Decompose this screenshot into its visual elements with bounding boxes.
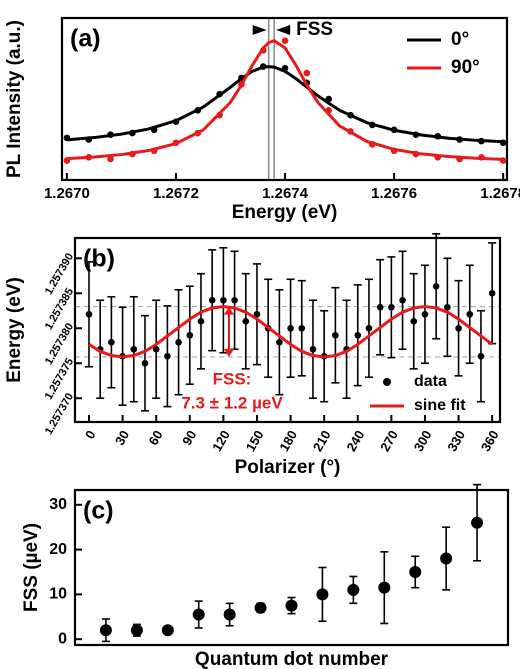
data-point (254, 601, 267, 614)
data-point (409, 565, 422, 578)
data-point (130, 624, 143, 637)
data-point (85, 310, 93, 318)
annotation: FSS (296, 19, 333, 40)
x-tick-label: 1.2678 (480, 185, 520, 202)
fss-arrow-head (223, 306, 234, 315)
x-axis-label: Quantum dot number (195, 649, 389, 669)
data-point (130, 345, 138, 353)
data-point (354, 331, 362, 339)
data-point (455, 324, 462, 332)
x-axis-label: Energy (eV) (232, 202, 338, 223)
data-point (410, 317, 418, 325)
x-tick-label: 30 (112, 428, 132, 448)
data-point (287, 324, 294, 332)
x-tick-label: 1.2674 (262, 185, 309, 202)
data-point (281, 37, 289, 44)
y-tick-label: 0 (58, 630, 67, 647)
fit-line (88, 305, 494, 359)
data-point (432, 282, 440, 290)
data-point (365, 324, 373, 332)
y-tick-label: 20 (49, 541, 67, 558)
data-point (488, 289, 496, 297)
y-axis-label: Energy (eV) (4, 277, 25, 383)
legend-label: data (414, 373, 447, 390)
x-tick-label: 1.2676 (371, 185, 417, 202)
x-tick-label: 300 (411, 428, 435, 454)
x-tick-label: 360 (478, 428, 502, 454)
plot-frame (73, 488, 510, 647)
annotation: 7.3 ± 1.2 µeV (181, 393, 283, 412)
data-point (192, 608, 205, 621)
x-tick-label: 60 (146, 428, 166, 448)
data-point (175, 338, 182, 346)
data-point (471, 516, 484, 529)
legend-label: 90° (451, 57, 480, 78)
data-point (208, 296, 216, 304)
legend-label: sine fit (414, 397, 466, 414)
data-point (186, 331, 194, 339)
data-point (303, 69, 311, 77)
data-point (285, 599, 298, 612)
fit-line (66, 39, 504, 161)
data-point (99, 624, 112, 637)
data-point (223, 608, 236, 621)
data-point (298, 324, 306, 332)
data-point (242, 317, 250, 325)
data-point (444, 303, 451, 311)
x-tick-label: 240 (344, 428, 368, 454)
data-point (388, 303, 395, 311)
legend-swatch (383, 378, 391, 386)
panel-label: (b) (83, 245, 115, 273)
data-point (440, 552, 453, 565)
x-tick-label: 1.2672 (153, 185, 199, 202)
fit-line (66, 65, 504, 144)
data-point (220, 296, 227, 304)
data-point (141, 359, 149, 367)
panel-label: (a) (70, 25, 101, 53)
data-point (197, 317, 205, 325)
x-tick-label: 180 (276, 428, 300, 454)
data-point (399, 296, 406, 304)
data-point (332, 331, 339, 339)
data-point (477, 352, 485, 360)
data-point (164, 352, 171, 360)
data-point (347, 583, 360, 596)
data-point (316, 588, 329, 601)
x-tick-label: 270 (377, 428, 401, 454)
x-tick-label: 120 (209, 428, 233, 454)
data-point (376, 303, 384, 311)
data-point (108, 338, 115, 346)
plot-frame (73, 236, 502, 424)
data-point (253, 310, 261, 318)
x-tick-label: 0 (82, 428, 99, 442)
y-tick-label: 30 (49, 496, 67, 513)
panel-label: (c) (83, 497, 114, 525)
x-tick-label: 90 (179, 428, 199, 448)
data-point (378, 581, 391, 594)
y-axis-label: FSS (µeV) (21, 523, 42, 612)
legend-label: 0° (451, 29, 469, 50)
data-point (231, 296, 238, 304)
data-point (309, 345, 317, 353)
plot-frame (60, 16, 509, 182)
data-point (421, 310, 429, 318)
y-tick-label: 10 (49, 586, 67, 603)
x-axis-label: Polarizer (°) (235, 457, 341, 478)
x-tick-label: 330 (444, 428, 468, 454)
annotation: FSS: (213, 369, 252, 388)
data-point (276, 338, 283, 346)
data-point (152, 345, 160, 353)
x-tick-label: 210 (310, 428, 334, 454)
fss-arrow (276, 25, 291, 35)
x-tick-label: 1.2670 (44, 185, 90, 202)
fss-arrow (252, 25, 267, 35)
data-point (161, 624, 174, 637)
data-point (466, 310, 474, 318)
data-point (107, 155, 114, 163)
x-tick-label: 150 (243, 428, 267, 454)
y-axis-label: PL Intensity (a.u.) (4, 20, 25, 178)
fss-arrow-head (223, 348, 234, 357)
